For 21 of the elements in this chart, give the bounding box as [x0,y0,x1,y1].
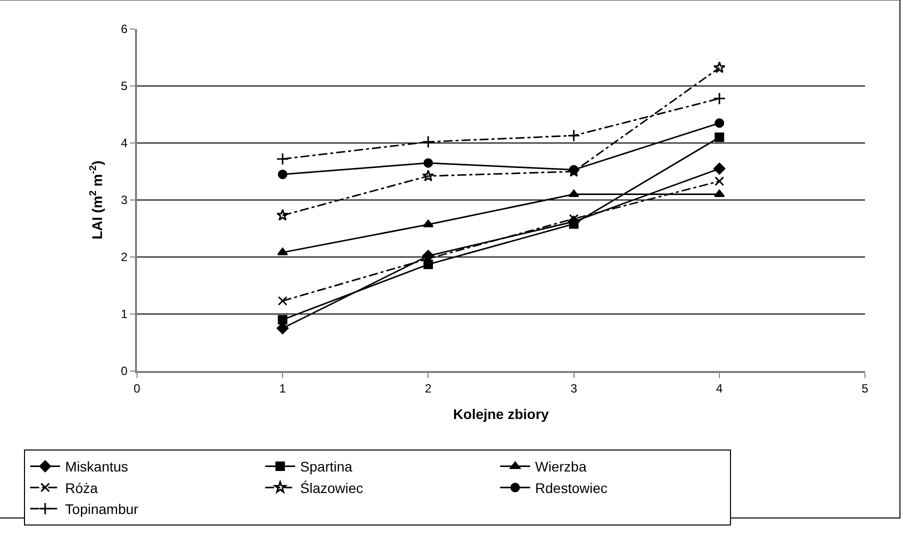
y-tick-label: 1 [120,307,128,322]
legend-label: Wierzba [535,458,587,475]
x-tick-label: 0 [134,381,141,396]
x-tick-label: 4 [716,381,724,396]
y-tick-label: 4 [120,136,128,150]
y-tick-label: 2 [120,250,128,264]
legend-label: Róża [65,480,98,496]
x-tick-label: 1 [279,381,286,396]
legend-label: Rdestowiec [535,480,608,496]
y-tick-label: 6 [120,22,128,36]
y-tick-label: 5 [120,79,128,94]
legend-label: Ślazowiec [300,480,364,496]
y-tick-label: 3 [120,193,128,208]
legend-label: Spartina [300,458,353,475]
x-tick-label: 5 [862,381,869,396]
x-tick-label: 2 [424,381,432,396]
legend-label: Topinambur [65,501,139,518]
x-tick-label: 3 [570,381,578,396]
y-tick-label: 0 [120,364,128,378]
x-axis-title: Kolejne zbiory [453,406,550,422]
legend-label: Miskantus [65,458,128,475]
